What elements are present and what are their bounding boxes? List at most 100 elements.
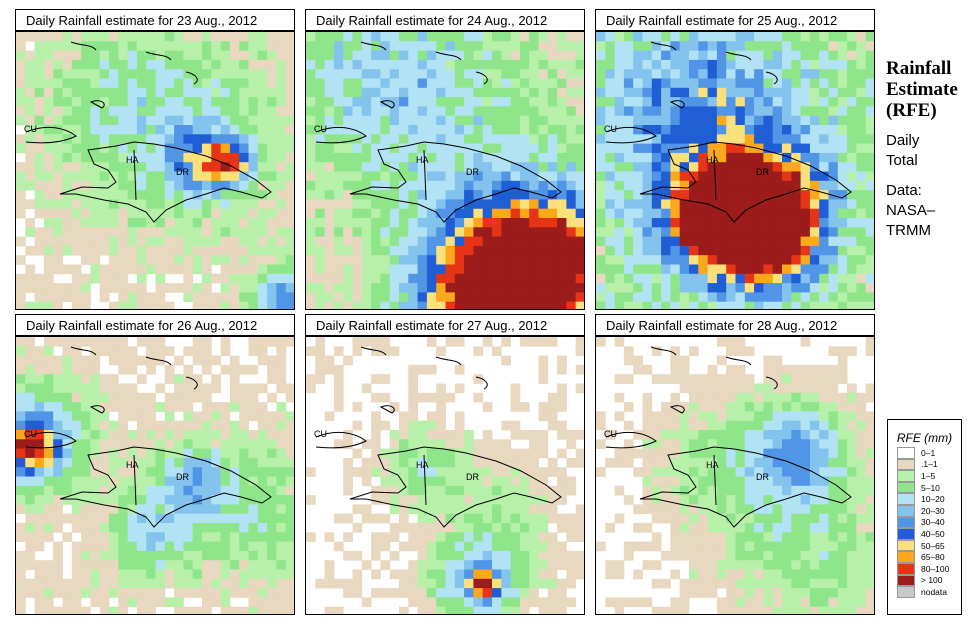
- region-label: CU: [24, 124, 37, 134]
- rainfall-cell: [211, 162, 221, 172]
- rainfall-cell: [557, 485, 567, 496]
- rainfall-cell: [389, 283, 400, 293]
- rainfall-cell: [436, 392, 446, 403]
- rainfall-cell: [828, 430, 839, 440]
- rainfall-cell: [136, 541, 147, 552]
- rainfall-cell: [856, 541, 867, 552]
- rainfall-cell: [519, 495, 530, 505]
- rainfall-cell: [501, 541, 511, 552]
- rainfall-cell: [726, 476, 736, 487]
- rainfall-cell: [276, 115, 287, 126]
- rainfall-cell: [202, 78, 212, 89]
- rainfall-cell: [25, 171, 35, 182]
- rainfall-cell: [744, 476, 755, 487]
- rainfall-cell: [575, 190, 584, 200]
- rainfall-cell: [155, 560, 166, 570]
- rainfall-cell: [408, 476, 418, 487]
- rainfall-cell: [501, 448, 511, 459]
- rainfall-cell: [248, 402, 259, 412]
- rainfall-cell: [726, 523, 736, 533]
- rainfall-cell: [698, 208, 708, 219]
- rainfall-cell: [614, 485, 625, 496]
- rainfall-cell: [276, 495, 287, 505]
- rainfall-cell: [614, 208, 625, 219]
- rainfall-cell: [389, 134, 400, 144]
- rainfall-cell: [267, 504, 277, 515]
- rainfall-cell: [81, 283, 91, 293]
- rainfall-cell: [772, 430, 783, 440]
- rainfall-cell: [623, 420, 634, 431]
- rainfall-cell: [547, 532, 558, 542]
- rainfall-cell: [34, 374, 45, 384]
- rainfall-cell: [519, 125, 530, 135]
- rainfall-cell: [445, 439, 456, 449]
- rainfall-cell: [109, 180, 119, 191]
- rainfall-cell: [501, 152, 511, 163]
- rainfall-cell: [164, 430, 175, 440]
- rainfall-cell: [371, 50, 381, 61]
- rainfall-cell: [267, 467, 277, 477]
- rainfall-cell: [529, 495, 539, 505]
- rainfall-cell: [202, 355, 212, 366]
- rainfall-cell: [371, 190, 381, 200]
- rainfall-cell: [454, 301, 465, 309]
- rainfall-cell: [445, 578, 456, 589]
- rainfall-cell: [772, 532, 783, 542]
- rainfall-cell: [726, 374, 736, 384]
- rainfall-cell: [426, 411, 437, 422]
- rainfall-cell: [239, 180, 249, 191]
- rainfall-cell: [426, 541, 437, 552]
- rainfall-cell: [547, 467, 558, 477]
- rainfall-cell: [257, 606, 268, 614]
- rainfall-cell: [109, 476, 119, 487]
- rainfall-cell: [809, 227, 820, 237]
- rainfall-cell: [744, 152, 755, 163]
- rainfall-cell: [248, 504, 259, 515]
- rainfall-cell: [596, 162, 606, 172]
- rainfall-cell: [679, 523, 690, 533]
- rainfall-cell: [670, 32, 681, 42]
- rainfall-cell: [670, 569, 681, 580]
- rainfall-cell: [454, 171, 465, 182]
- rainfall-cell: [361, 245, 372, 256]
- rainfall-cell: [43, 578, 54, 589]
- rainfall-cell: [257, 588, 268, 598]
- rainfall-cell: [183, 106, 194, 117]
- rainfall-cell: [837, 541, 848, 552]
- rainfall-cell: [800, 550, 811, 561]
- rainfall-cell: [735, 152, 746, 163]
- rainfall-cell: [306, 199, 316, 210]
- rainfall-cell: [744, 208, 755, 219]
- rainfall-cell: [819, 411, 829, 422]
- rainfall-cell: [371, 59, 381, 70]
- rainfall-cell: [754, 532, 764, 542]
- rainfall-cell: [519, 448, 530, 459]
- rainfall-cell: [744, 485, 755, 496]
- rainfall-cell: [698, 495, 708, 505]
- rainfall-cell: [417, 392, 428, 403]
- rainfall-cell: [651, 467, 662, 477]
- rainfall-cell: [267, 50, 277, 61]
- rainfall-cell: [726, 32, 736, 42]
- rainfall-cell: [454, 476, 465, 487]
- rainfall-cell: [763, 245, 774, 256]
- rainfall-cell: [426, 50, 437, 61]
- rainfall-cell: [183, 162, 194, 172]
- rainfall-cell: [679, 402, 690, 412]
- rainfall-cell: [25, 134, 35, 144]
- rainfall-cell: [454, 560, 465, 570]
- rainfall-cell: [445, 59, 456, 70]
- rainfall-cell: [183, 41, 194, 51]
- rainfall-cell: [726, 383, 736, 394]
- rainfall-cell: [642, 32, 653, 42]
- rainfall-cell: [661, 420, 671, 431]
- rainfall-cell: [164, 301, 175, 309]
- rainfall-cell: [605, 180, 615, 191]
- rainfall-cell: [306, 87, 316, 98]
- rainfall-cell: [454, 41, 465, 51]
- rainfall-cell: [510, 383, 521, 394]
- rainfall-cell: [819, 541, 829, 552]
- rainfall-cell: [754, 578, 764, 589]
- rainfall-cell: [865, 467, 874, 477]
- rainfall-cell: [62, 227, 73, 237]
